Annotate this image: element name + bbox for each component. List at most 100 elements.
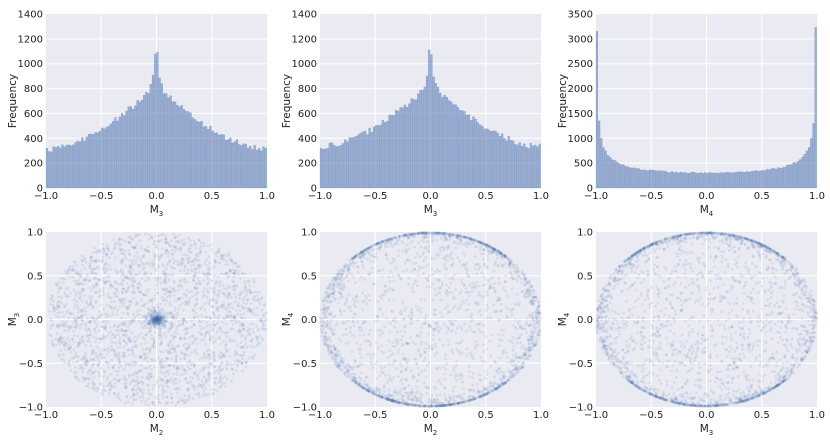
histogram-bar (472, 116, 475, 189)
scatter-point (64, 287, 68, 291)
scatter-point (50, 339, 54, 343)
scatter-point (210, 298, 214, 302)
scatter-point (118, 298, 121, 302)
scatter-point (202, 241, 206, 245)
scatter-point (165, 370, 169, 373)
scatter-point (62, 314, 65, 318)
scatter-point (236, 312, 240, 316)
scatter-point (166, 254, 170, 258)
scatter-point (123, 382, 126, 386)
scatter-point (423, 235, 427, 239)
scatter-point (205, 324, 209, 328)
histogram-bar (467, 114, 471, 189)
scatter-point (482, 247, 486, 251)
histogram-bar (719, 172, 722, 189)
scatter-point (221, 330, 225, 334)
scatter-point (151, 259, 155, 263)
scatter-point (155, 318, 158, 321)
scatter-point (100, 321, 104, 324)
scatter-point (227, 292, 231, 296)
histogram-bar (132, 109, 135, 189)
scatter-point (220, 256, 224, 260)
scatter-point (146, 262, 150, 266)
histogram-bar (392, 115, 395, 189)
histogram-bar (61, 144, 64, 189)
scatter-point (103, 371, 107, 374)
scatter-point (219, 254, 222, 258)
scatter-point (443, 392, 446, 396)
scatter-point (80, 254, 84, 258)
histogram-bar (198, 122, 201, 189)
scatter-point (391, 257, 395, 261)
scatter-point (159, 341, 163, 345)
scatter-point (79, 274, 82, 277)
scatter-point (514, 338, 518, 341)
scatter-point (247, 329, 251, 333)
histogram-bar (129, 106, 132, 189)
scatter-point (165, 263, 169, 267)
scatter-point (140, 355, 144, 359)
scatter-point (361, 263, 364, 267)
scatter-point (112, 238, 116, 242)
scatter-point (255, 324, 259, 328)
scatter-point (257, 290, 261, 294)
scatter-point (61, 322, 65, 326)
scatter-point (467, 370, 471, 374)
scatter-point (217, 318, 221, 321)
scatter-point (159, 233, 163, 237)
scatter-point (181, 399, 185, 403)
scatter-point (97, 314, 100, 318)
scatter-point (118, 341, 121, 345)
scatter-point (97, 295, 101, 299)
scatter-point (465, 272, 469, 275)
scatter-point (202, 294, 206, 297)
scatter-point (150, 300, 154, 304)
scatter-point (112, 313, 115, 317)
histogram-bar (525, 147, 528, 189)
scatter-point (160, 324, 164, 328)
scatter-point (144, 402, 148, 406)
scatter-point (418, 255, 422, 258)
scatter-point (103, 326, 106, 330)
scatter-point (462, 284, 466, 288)
scatter-point (106, 375, 109, 379)
scatter-point (240, 316, 243, 320)
scatter-point (454, 319, 457, 323)
scatter-point (62, 281, 65, 285)
scatter-point (204, 387, 207, 391)
scatter-point (479, 356, 483, 360)
scatter-point (78, 341, 82, 345)
x-tick-label: 1.0 (809, 191, 825, 202)
scatter-point (134, 361, 137, 365)
scatter-point (497, 282, 501, 285)
scatter-point (232, 275, 236, 279)
scatter-point (244, 361, 248, 365)
scatter-point (517, 303, 521, 307)
scatter-point (374, 252, 378, 256)
scatter-point (525, 317, 529, 320)
histogram-bar (109, 123, 113, 189)
scatter-point (175, 328, 179, 331)
scatter-point (243, 272, 247, 276)
scatter-point (159, 320, 162, 324)
scatter-point (369, 342, 372, 346)
scatter-point (171, 337, 175, 340)
scatter-point (109, 283, 113, 287)
scatter-point (207, 356, 211, 360)
scatter-point (92, 362, 96, 366)
scatter-point (521, 326, 525, 330)
scatter-point (197, 264, 201, 268)
scatter-point (124, 386, 128, 390)
scatter-point (97, 372, 101, 376)
scatter-point (133, 315, 137, 319)
scatter-point (209, 286, 213, 290)
scatter-point (476, 389, 480, 392)
scatter-point (83, 355, 87, 359)
scatter-point (213, 290, 216, 294)
scatter-point (80, 357, 83, 361)
scatter-point (76, 316, 80, 320)
histogram-bar (735, 172, 738, 189)
scatter-point (237, 269, 241, 273)
scatter-point (403, 330, 407, 334)
scatter-point (497, 372, 501, 376)
